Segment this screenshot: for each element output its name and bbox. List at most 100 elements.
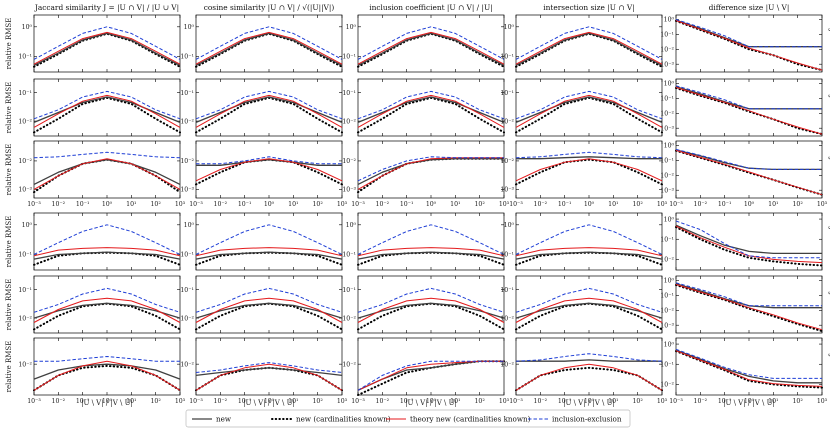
- series-theory: [33, 31, 181, 65]
- series-ie: [357, 360, 504, 391]
- series-theory: [515, 94, 663, 128]
- panel-frame: [357, 78, 505, 137]
- y-tick-label: 10⁰: [504, 222, 515, 229]
- series-theory: [33, 158, 181, 190]
- series-known: [357, 96, 505, 134]
- series-theory: [515, 247, 663, 257]
- x-tick-label: 10⁻³: [27, 398, 41, 405]
- y-tick-label: 10⁻²: [500, 315, 514, 322]
- x-tick-label: 10³: [657, 201, 668, 208]
- y-tick-label: 10⁻²: [660, 110, 674, 117]
- panel-r4-c0: 10⁻¹ 10⁻²: [18, 275, 181, 334]
- series-ie: [675, 148, 822, 170]
- series-new: [195, 32, 343, 66]
- y-tick-label: 10⁻²: [342, 361, 356, 368]
- y-tick-label: 10⁰: [664, 81, 675, 88]
- panel-r1-c1: 10⁻¹ 10⁻²: [180, 78, 343, 137]
- series-ie: [33, 90, 181, 120]
- series-new: [515, 96, 663, 124]
- panel-r3-c3: 10⁰ 10⁻¹: [500, 212, 663, 271]
- series-theory: [675, 350, 823, 387]
- series-theory: [675, 283, 823, 331]
- y-tick-label: 10⁰: [346, 222, 357, 229]
- y-tick-label: 10⁻²: [180, 315, 194, 322]
- y-tick-label: 10⁻²: [342, 118, 356, 125]
- legend-label: theory new (cardinalities known): [410, 415, 531, 424]
- series-known: [675, 87, 823, 136]
- panel-r1-c4: 10⁰ 10⁻¹ 10⁻² 10⁻³: [660, 78, 823, 137]
- x-tick-label: 10²: [792, 201, 803, 208]
- y-tick-label: 10⁻³: [660, 187, 674, 194]
- series-new: [357, 251, 505, 260]
- y-axis-label: relative RMSE: [5, 341, 13, 393]
- y-tick-label: 10⁻³: [660, 322, 674, 329]
- y-tick-label: 10⁻³: [342, 187, 356, 194]
- series-ie: [515, 26, 663, 60]
- y-tick-label: 10⁻¹: [342, 90, 356, 97]
- panel-r0-c2: 10⁰ 10⁻¹: [342, 14, 505, 73]
- legend-label: new (cardinalities known): [296, 415, 391, 424]
- panel-r4-c1: 10⁻¹ 10⁻²: [180, 275, 343, 334]
- y-tick-label: 10⁻¹: [660, 293, 674, 300]
- x-axis-label: |U \ V| / |V \ U|: [563, 399, 615, 407]
- panel-r0-c0: 10⁰ 10⁻¹: [18, 14, 181, 73]
- x-tick-label: 10⁻¹: [718, 201, 732, 208]
- series-new: [33, 96, 181, 124]
- series-theory: [195, 363, 343, 391]
- series-known: [195, 96, 343, 134]
- series-ie: [515, 287, 663, 313]
- row-label: J = 0.1: [828, 94, 830, 119]
- column-title: intersection size |U ∩ V|: [543, 3, 634, 12]
- series-theory: [33, 94, 181, 128]
- series-theory: [515, 363, 663, 391]
- series-new: [675, 349, 822, 384]
- y-tick-label: 10⁰: [664, 341, 675, 348]
- panel-frame: [195, 14, 343, 73]
- panel-r5-c0: 10⁻³ 10⁻² 10⁻¹ 10⁰ 10¹ 10² 10³ 10⁻²: [18, 337, 186, 405]
- x-axis-label: |U \ V| / |V \ U|: [723, 399, 775, 407]
- x-tick-label: 10²: [792, 398, 803, 405]
- y-tick-label: 10⁰: [664, 278, 675, 285]
- panel-r0-c4: 10⁰ 10⁻¹ 10⁻² 10⁻³: [660, 14, 823, 73]
- y-tick-label: 10⁻³: [18, 187, 32, 194]
- x-tick-label: 10²: [474, 398, 485, 405]
- panel-frame: [33, 14, 181, 73]
- series-new: [675, 224, 822, 255]
- x-tick-label: 10⁻³: [509, 201, 523, 208]
- y-tick-label: 10⁻²: [660, 382, 674, 389]
- x-tick-label: 10⁻²: [694, 398, 708, 405]
- y-tick-label: 10⁻¹: [18, 54, 32, 61]
- y-tick-label: 10⁻¹: [660, 361, 674, 368]
- series-new: [675, 283, 822, 309]
- series-theory: [675, 20, 823, 71]
- x-tick-label: 10³: [175, 398, 186, 405]
- y-tick-label: 10⁻³: [660, 125, 674, 132]
- series-known: [675, 19, 823, 72]
- series-new: [33, 302, 181, 319]
- series-ie: [515, 224, 663, 255]
- series-known: [515, 158, 663, 186]
- y-tick-label: 10⁰: [184, 222, 195, 229]
- series-new: [516, 359, 662, 362]
- series-theory: [357, 247, 505, 257]
- series-ie: [196, 156, 342, 165]
- legend: new new (cardinalities known) theory new (…: [185, 409, 631, 428]
- y-tick-label: 10⁻¹: [660, 158, 674, 165]
- x-tick-label: 10⁻¹: [400, 201, 414, 208]
- y-axis-label: relative RMSE: [5, 144, 13, 196]
- panel-r2-c1: 10⁻³ 10⁻² 10⁻¹ 10⁰ 10¹ 10² 10³ 10⁻² 10⁻³: [180, 140, 348, 208]
- series-theory: [515, 297, 663, 323]
- y-tick-label: 10⁻¹: [180, 54, 194, 61]
- series-ie: [33, 26, 181, 60]
- y-tick-label: 10⁻¹: [660, 236, 674, 243]
- series-ie: [357, 156, 504, 182]
- y-tick-label: 10⁻¹: [18, 252, 32, 259]
- series-ie: [33, 151, 181, 159]
- y-tick-label: 10⁻¹: [500, 287, 514, 294]
- y-tick-label: 10⁰: [346, 24, 357, 31]
- x-axis-label: |U \ V| / |V \ U|: [405, 399, 457, 407]
- series-ie: [195, 26, 343, 60]
- series-ie: [33, 224, 181, 255]
- y-tick-label: 10⁻¹: [660, 96, 674, 103]
- x-tick-label: 10⁰: [426, 201, 437, 208]
